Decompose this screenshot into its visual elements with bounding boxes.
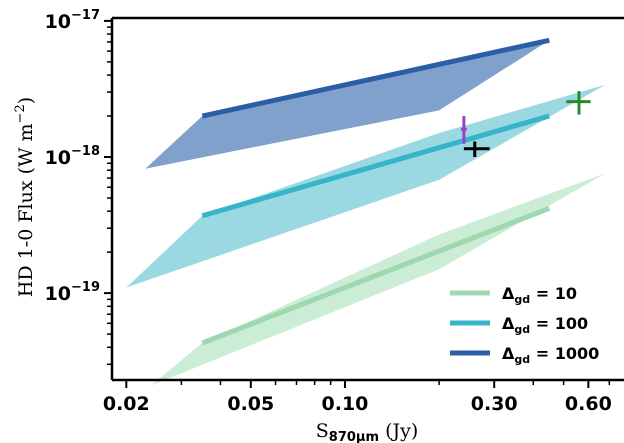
x-tick-label-2: 0.05 [227,393,274,415]
x-axis-label: S870μm (Jy) [316,420,419,443]
y-tick-exp-2: −18 [71,144,100,159]
line-series-2 [201,113,550,219]
band-series-3 [145,40,550,169]
legend-label-2-sub: gd [514,323,530,336]
y-tick-label-3: 10−17 [45,8,100,33]
x-tick-label-5: 0.60 [565,393,612,415]
legend-label-3-sub: gd [514,353,530,366]
y-tick-label-2: 10−18 [45,144,100,169]
y-tick-base-1: 10 [45,283,71,305]
legend-label-1: Δgd = 10 [502,284,577,306]
model-lines [201,37,551,346]
legend-label-3: Δgd = 1000 [502,344,599,366]
legend-label-1-rest: = 10 [530,284,577,303]
y-tick-base-2: 10 [45,147,71,169]
legend-label-2: Δgd = 100 [502,314,588,336]
legend-label-3-main: Δ [502,344,515,363]
y-tick-exp-3: −17 [71,8,100,23]
line-series-1 [201,205,551,346]
marker-2 [463,141,490,158]
band-series-1 [151,173,606,386]
x-tick-label-3: 0.10 [322,393,369,415]
y-tick-base-3: 10 [45,11,71,33]
x-tick-label-1: 0.02 [103,393,150,415]
legend-label-1-main: Δ [502,284,515,303]
legend-label-2-rest: = 100 [530,314,588,333]
marker-3 [566,91,591,115]
observation-markers [461,91,591,158]
axes [110,16,624,382]
y-tick-exp-1: −19 [71,280,100,295]
legend-label-1-sub: gd [514,293,530,306]
x-tick-label-4: 0.30 [471,393,518,415]
y-tick-label-1: 10−19 [45,280,100,305]
line-series-3 [201,37,550,119]
legend-label-3-rest: = 1000 [530,344,599,363]
legend-label-2-main: Δ [502,314,515,333]
y-axis-label: HD 1-0 Flux (W m−2) [13,97,37,297]
marker-1 [461,116,467,144]
